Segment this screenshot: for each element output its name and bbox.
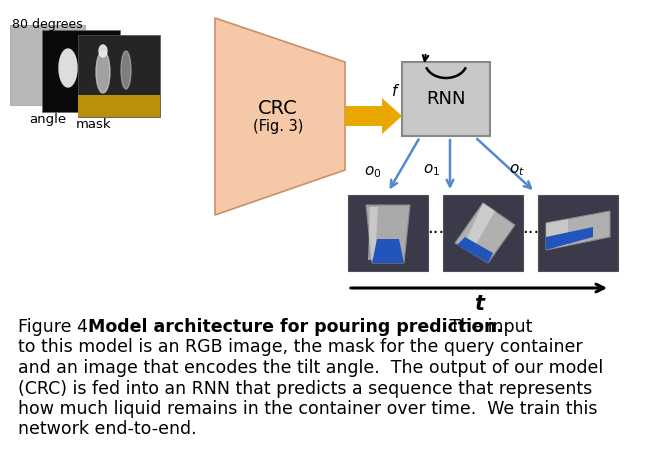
Text: $o_t$: $o_t$ [509,162,525,178]
Polygon shape [368,207,378,260]
Bar [538,195,618,271]
Polygon shape [455,203,515,263]
Ellipse shape [99,45,107,57]
Text: ···: ··· [428,224,444,242]
Bar [443,195,523,271]
Text: $o_1$: $o_1$ [424,162,441,178]
Bar [78,35,160,117]
Text: 80 degrees: 80 degrees [12,18,83,31]
Bar [10,25,85,105]
Bar [348,195,428,271]
Text: (CRC) is fed into an RNN that predicts a sequence that represents: (CRC) is fed into an RNN that predicts a… [18,379,592,398]
Text: how much liquid remains in the container over time.  We train this: how much liquid remains in the container… [18,400,597,418]
Polygon shape [546,227,593,250]
Text: RNN: RNN [426,90,466,108]
Text: $o_0$: $o_0$ [364,164,382,180]
Polygon shape [366,205,410,263]
Bar [78,95,160,117]
Text: to this model is an RGB image, the mask for the query container: to this model is an RGB image, the mask … [18,339,582,356]
Polygon shape [546,219,568,250]
Text: ···: ··· [522,224,540,242]
Text: Figure 4.: Figure 4. [18,318,94,336]
Text: t: t [474,294,484,314]
Text: Model architecture for pouring prediction.: Model architecture for pouring predictio… [88,318,503,336]
Polygon shape [345,98,402,134]
Text: The input: The input [444,318,532,336]
Text: CRC: CRC [258,99,298,117]
Text: network end-to-end.: network end-to-end. [18,420,197,439]
Text: (Fig. 3): (Fig. 3) [253,118,303,133]
Ellipse shape [59,49,77,87]
Bar [402,62,490,136]
Text: mask: mask [76,118,112,131]
Text: f: f [392,85,398,100]
Text: and an image that encodes the tilt angle.  The output of our model: and an image that encodes the tilt angle… [18,359,603,377]
Ellipse shape [121,51,131,89]
Polygon shape [546,211,610,250]
Polygon shape [215,18,345,215]
Polygon shape [372,239,404,263]
Polygon shape [457,237,493,263]
Bar [42,30,120,112]
Ellipse shape [96,51,110,93]
Text: angle: angle [30,113,66,126]
Polygon shape [463,203,495,253]
